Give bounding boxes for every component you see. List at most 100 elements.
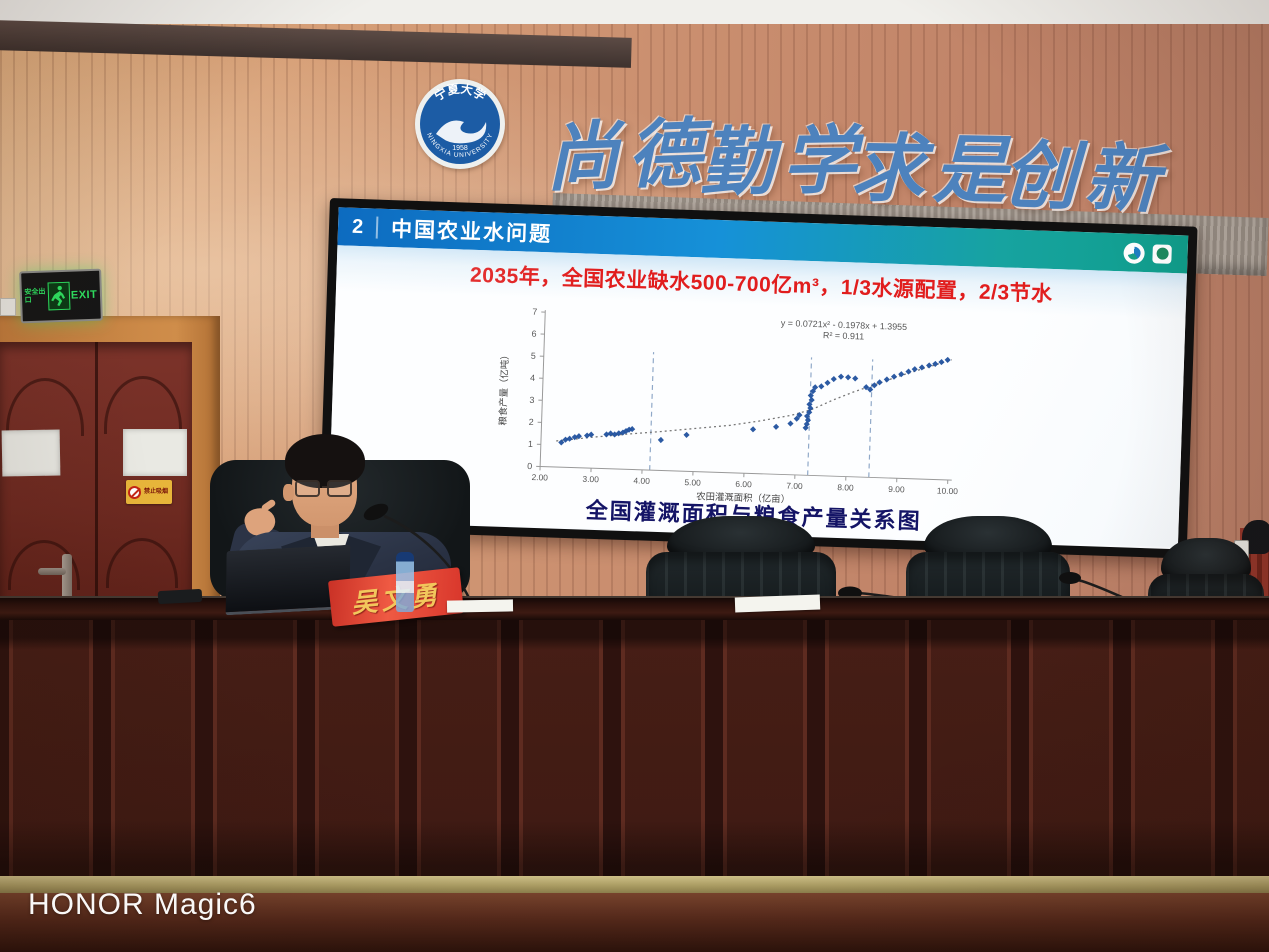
x-tick-label: 4.00	[633, 475, 650, 486]
scatter-point	[808, 396, 815, 404]
y-tick-label: 3	[529, 395, 534, 405]
scatter-point	[845, 374, 852, 381]
scatter-point	[571, 434, 578, 441]
double-door: 禁止吸烟	[0, 342, 192, 616]
scatter-point	[558, 439, 565, 446]
scatter-point	[837, 373, 845, 380]
water-bottle	[396, 552, 414, 612]
motto-word-4: 创新	[1001, 133, 1169, 222]
scatter-point	[562, 436, 569, 443]
y-tick-label: 6	[531, 329, 536, 339]
door-frame: 禁止吸烟	[0, 316, 220, 616]
no-smoking-text: 禁止吸烟	[144, 488, 169, 495]
x-tick-label: 10.00	[937, 485, 959, 496]
scatter-point	[830, 375, 837, 383]
scatter-point	[588, 431, 595, 438]
scatter-point	[876, 379, 883, 386]
y-tick-label: 2	[529, 417, 534, 427]
scatter-point	[918, 364, 925, 371]
scatter-point	[898, 371, 905, 378]
door-window	[123, 429, 187, 476]
scatter-point	[911, 366, 918, 373]
university-logo: 宁夏大学 1958 NINGXIA UNIVERSITY	[415, 79, 505, 169]
wall-sticker	[719, 158, 737, 180]
dashed-vline	[868, 359, 874, 478]
y-tick-label: 1	[528, 439, 533, 449]
scatter-point	[575, 433, 582, 440]
no-smoking-sign: 禁止吸烟	[126, 480, 172, 504]
x-tick-label: 5.00	[684, 477, 701, 488]
running-man-icon	[47, 281, 71, 311]
scatter-point	[852, 375, 859, 382]
desk-top-edge	[0, 596, 1269, 620]
paper-sheet	[734, 594, 821, 613]
scatter-point	[787, 420, 794, 427]
desk-item	[157, 588, 203, 605]
slide-section-number: 2	[351, 215, 364, 238]
presentation-slide: 2 中国农业水问题 2035年，全国农业缺水500-700亿m³，1/3水源配置…	[328, 207, 1189, 550]
y-tick-label: 4	[530, 373, 535, 383]
scatter-point	[683, 431, 690, 438]
door-window	[1, 429, 61, 477]
scatter-point	[818, 383, 825, 390]
slide-logo-icon-2	[1152, 243, 1172, 264]
exit-sign-chinese: 安全出口	[24, 288, 46, 305]
door-sensor-box	[0, 298, 16, 316]
floor	[0, 893, 1269, 952]
scatter-point	[615, 430, 622, 437]
slide-section-title: 中国农业水问题	[390, 218, 553, 247]
camera-watermark: HONOR Magic6	[28, 888, 257, 921]
trend-equation: y = 0.0721x² - 0.1978x + 1.3955	[781, 318, 908, 332]
logo-wave-glyph	[436, 120, 487, 144]
x-tick-label: 3.00	[582, 474, 599, 485]
exit-sign: 安全出口 EXIT	[19, 268, 103, 324]
scatter-point	[867, 386, 874, 393]
scatter-point	[905, 368, 912, 375]
door-arch-panel	[6, 378, 84, 436]
motto-word-3: 求是	[850, 126, 1016, 213]
scatter-point	[793, 415, 800, 422]
dashed-vline	[807, 357, 813, 476]
scatter-point	[806, 401, 813, 408]
dashed-vline	[649, 352, 655, 471]
r-squared: R² = 0.911	[823, 330, 865, 341]
glasses-lens	[295, 480, 320, 497]
slide-logo-icon-1	[1123, 241, 1145, 264]
y-tick-label: 7	[532, 307, 537, 317]
door-arch-panel	[106, 538, 178, 588]
door-leaf-gap	[95, 342, 98, 616]
door-handle-plate	[62, 554, 72, 606]
x-tick-label: 9.00	[888, 484, 905, 495]
scatter-point	[812, 384, 819, 391]
presenter-neck	[311, 522, 339, 538]
chair-far-right	[1148, 538, 1264, 602]
scatter-point	[890, 373, 898, 380]
x-tick-label: 7.00	[786, 480, 803, 491]
paper-sheet	[446, 599, 514, 613]
presenter-ear	[283, 484, 294, 501]
scatter-point	[603, 431, 610, 438]
scatter-point	[629, 426, 636, 433]
glasses-lens	[327, 480, 352, 497]
scatter-point	[807, 392, 814, 399]
x-tick-label: 2.00	[531, 472, 548, 483]
glasses-bridge	[322, 486, 330, 488]
y-axis	[539, 310, 546, 467]
motto-word-2: 勤学	[699, 118, 865, 205]
scatter-point	[583, 432, 591, 439]
scatter-point	[863, 384, 870, 391]
x-axis	[540, 465, 952, 481]
door-arch-panel	[104, 376, 182, 434]
y-tick-label: 5	[531, 351, 536, 361]
y-axis-label: 粮食产量（亿吨）	[497, 350, 510, 425]
scatter-point	[824, 379, 831, 386]
title-divider	[375, 216, 379, 239]
presenter-hair	[285, 434, 365, 488]
scatter-point	[749, 426, 757, 433]
no-smoking-icon	[128, 485, 141, 499]
trendline	[556, 359, 952, 442]
scatter-chart: 0 1 2 3 4 5 6 7 2.00 3.00 4.00 5.00 6.00 7.00 8.00 9.00…	[487, 300, 973, 514]
scatter-point	[566, 435, 573, 442]
